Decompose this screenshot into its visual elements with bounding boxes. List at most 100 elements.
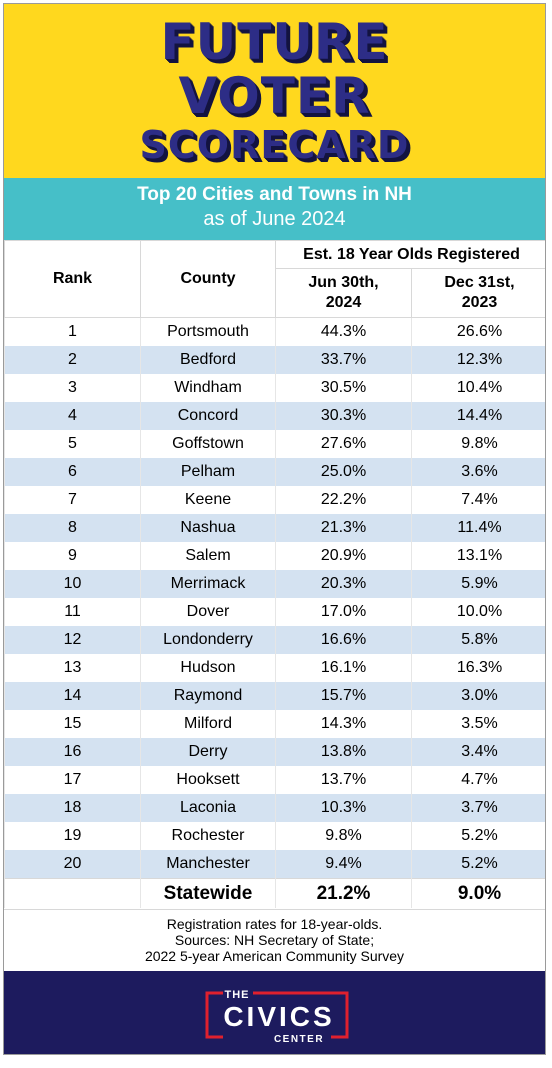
table-row: 15 Milford 14.3% 3.5% (4, 710, 545, 738)
dec-2023-cell: 11.4% (410, 514, 545, 542)
town-name-cell: Concord (140, 402, 276, 430)
dec-2023-cell: 9.8% (410, 430, 545, 458)
header-registered-group: Est. 18 Year Olds Registered (274, 240, 545, 269)
table-row: 11 Dover 17.0% 10.0% (4, 598, 545, 626)
jun-2024-cell: 10.3% (275, 794, 412, 822)
town-name-cell: Nashua (140, 514, 276, 542)
town-name-cell: Bedford (140, 346, 276, 374)
rank-cell: 13 (4, 654, 141, 682)
dec-2023-cell: 16.3% (410, 654, 545, 682)
jun-2024-cell: 13.7% (275, 766, 412, 794)
civics-center-logo: THE CIVICS CENTER (205, 989, 349, 1045)
table-row: 9 Salem 20.9% 13.1% (4, 542, 545, 570)
table-row: 7 Keene 22.2% 7.4% (4, 486, 545, 514)
town-name-cell: Derry (140, 738, 276, 766)
dec-2023-cell: 3.6% (410, 458, 545, 486)
rank-cell: 9 (4, 542, 141, 570)
header-rank: Rank (4, 240, 141, 318)
rank-cell: 16 (4, 738, 141, 766)
statewide-jun-value: 21.2% (275, 878, 412, 908)
table-row: 8 Nashua 21.3% 11.4% (4, 514, 545, 542)
rank-cell: 12 (4, 626, 141, 654)
note-line-1: Registration rates for 18-year-olds. (166, 916, 383, 932)
jun-2024-cell: 22.2% (275, 486, 412, 514)
dec-2023-cell: 5.2% (410, 822, 545, 850)
table-row: 18 Laconia 10.3% 3.7% (4, 794, 545, 822)
table-row: 4 Concord 30.3% 14.4% (4, 402, 545, 430)
table-row: 10 Merrimack 20.3% 5.9% (4, 570, 545, 598)
dec-2023-cell: 3.5% (410, 710, 545, 738)
source-notes: Registration rates for 18-year-olds. Sou… (4, 909, 545, 971)
table-row: 1 Portsmouth 44.3% 26.6% (4, 317, 545, 346)
town-name-cell: Dover (140, 598, 276, 626)
jun-2024-cell: 9.8% (275, 822, 412, 850)
dec-2023-cell: 5.2% (410, 850, 545, 879)
footer-band: THE CIVICS CENTER (4, 971, 545, 1054)
rank-cell: 14 (4, 682, 141, 710)
subheading-title: Top 20 Cities and Towns in NH (137, 184, 412, 205)
rank-cell: 5 (4, 430, 141, 458)
dec-2023-cell: 3.4% (410, 738, 545, 766)
dec-2023-cell: 7.4% (410, 486, 545, 514)
table-body: 1 Portsmouth 44.3% 26.6% 2 Bedford 33.7% 12.3% 3… (4, 317, 545, 879)
table-row: 6 Pelham 25.0% 3.6% (4, 458, 545, 486)
statewide-row: Statewide 21.2% 9.0% (4, 878, 545, 908)
rank-cell: 7 (4, 486, 141, 514)
header-county: County (140, 240, 276, 318)
dec-2023-cell: 4.7% (410, 766, 545, 794)
rank-cell: 8 (4, 514, 141, 542)
rank-cell: 6 (4, 458, 141, 486)
scorecard-frame: FUTURE VOTER SCORECARD Top 20 Cities and… (3, 3, 546, 1055)
title-line-3: SCORECARD (139, 123, 410, 167)
rank-cell: 3 (4, 374, 141, 402)
table-row: 3 Windham 30.5% 10.4% (4, 374, 545, 402)
subheading-subtitle: as of June 2024 (203, 208, 346, 230)
jun-2024-cell: 20.3% (275, 570, 412, 598)
title-banner: FUTURE VOTER SCORECARD (4, 4, 545, 178)
jun-2024-cell: 17.0% (275, 598, 412, 626)
title-line-1: FUTURE (160, 13, 389, 71)
statewide-dec-value: 9.0% (410, 878, 545, 908)
town-name-cell: Merrimack (140, 570, 276, 598)
town-name-cell: Goffstown (140, 430, 276, 458)
statewide-rank-cell (4, 878, 141, 908)
town-name-cell: Manchester (140, 850, 276, 879)
rank-cell: 15 (4, 710, 141, 738)
table-row: 14 Raymond 15.7% 3.0% (4, 682, 545, 710)
logo-the: THE (225, 989, 250, 1001)
logo-civics: CIVICS (223, 1001, 334, 1032)
jun-2024-cell: 13.8% (275, 738, 412, 766)
jun-2024-cell: 27.6% (275, 430, 412, 458)
table-row: 20 Manchester 9.4% 5.2% (4, 850, 545, 879)
table-row: 2 Bedford 33.7% 12.3% (4, 346, 545, 374)
rank-cell: 17 (4, 766, 141, 794)
jun-2024-cell: 20.9% (275, 542, 412, 570)
table-row: 12 Londonderry 16.6% 5.8% (4, 626, 545, 654)
town-name-cell: Pelham (140, 458, 276, 486)
jun-2024-cell: 15.7% (275, 682, 412, 710)
jun-2024-cell: 44.3% (275, 317, 412, 346)
jun-2024-cell: 33.7% (275, 346, 412, 374)
logo-center: CENTER (274, 1034, 324, 1045)
table-row: 5 Goffstown 27.6% 9.8% (4, 430, 545, 458)
jun-2024-cell: 16.6% (275, 626, 412, 654)
town-name-cell: Raymond (140, 682, 276, 710)
rank-cell: 10 (4, 570, 141, 598)
statewide-label: Statewide (140, 878, 276, 908)
town-name-cell: Hooksett (140, 766, 276, 794)
town-name-cell: Salem (140, 542, 276, 570)
rank-cell: 19 (4, 822, 141, 850)
header-jun-2024: Jun 30th, 2024 (275, 268, 412, 318)
dec-2023-cell: 5.8% (410, 626, 545, 654)
jun-2024-cell: 21.3% (275, 514, 412, 542)
header-dec-2023-label: Dec 31st, 2023 (444, 274, 515, 311)
table-row: 13 Hudson 16.1% 16.3% (4, 654, 545, 682)
dec-2023-cell: 12.3% (410, 346, 545, 374)
table-row: 19 Rochester 9.8% 5.2% (4, 822, 545, 850)
note-line-2: Sources: NH Secretary of State; (174, 932, 375, 948)
subheading: Top 20 Cities and Towns in NH as of June… (4, 178, 545, 240)
town-name-cell: Londonderry (140, 626, 276, 654)
town-name-cell: Milford (140, 710, 276, 738)
rank-cell: 20 (4, 850, 141, 879)
table-row: 17 Hooksett 13.7% 4.7% (4, 766, 545, 794)
